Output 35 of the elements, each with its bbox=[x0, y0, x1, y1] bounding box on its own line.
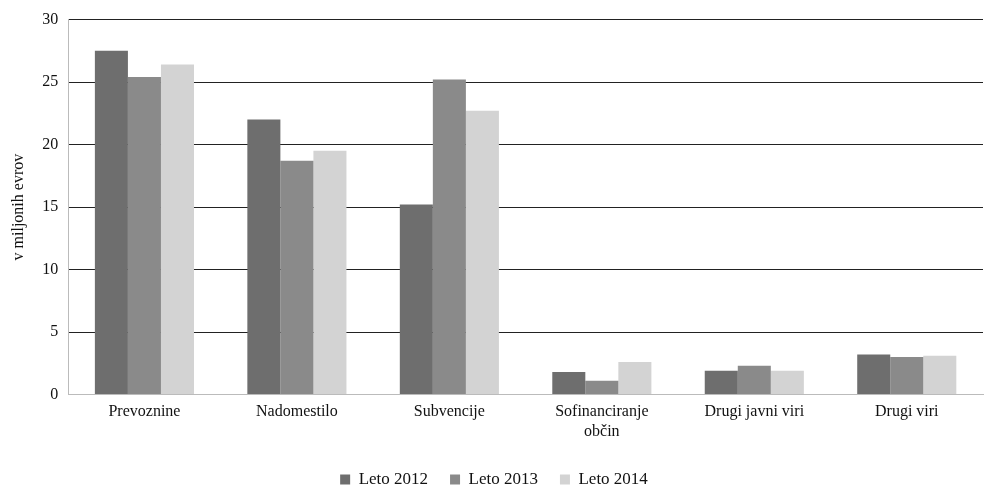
bar bbox=[890, 357, 924, 395]
bar bbox=[552, 372, 586, 395]
x-tick-label: Drugi javni viri bbox=[704, 402, 805, 421]
bar bbox=[127, 77, 161, 395]
bar bbox=[737, 365, 771, 395]
y-tick-label: 20 bbox=[42, 134, 59, 152]
legend-label: Leto 2014 bbox=[578, 468, 649, 488]
bar bbox=[923, 355, 957, 395]
y-axis-title: v miljonih evrov bbox=[8, 153, 27, 261]
x-tick-label: Prevoznine bbox=[108, 402, 181, 420]
bar bbox=[585, 380, 619, 395]
bar bbox=[94, 50, 128, 395]
bar bbox=[247, 119, 281, 395]
x-tick-label: Subvencije bbox=[413, 402, 485, 421]
bar bbox=[280, 160, 314, 395]
bar bbox=[770, 370, 804, 395]
y-tick-label: 25 bbox=[42, 72, 59, 90]
y-tick-label: 10 bbox=[42, 259, 59, 277]
bar bbox=[160, 64, 194, 395]
x-tick-label: Drugi viri bbox=[874, 402, 940, 421]
x-tick-label: Nadomestilo bbox=[256, 402, 338, 420]
bar bbox=[618, 362, 652, 395]
bar bbox=[313, 150, 347, 395]
y-tick-label: 30 bbox=[42, 9, 59, 27]
bar bbox=[857, 354, 891, 395]
bar bbox=[432, 79, 466, 395]
bar bbox=[465, 110, 499, 395]
bar bbox=[704, 370, 738, 395]
x-tick-label: Sofinanciranje občin bbox=[555, 402, 649, 439]
bar bbox=[399, 204, 433, 395]
legend-label: Leto 2012 bbox=[358, 468, 429, 488]
legend-label: Leto 2013 bbox=[468, 468, 538, 488]
y-tick-label: 0 bbox=[50, 384, 59, 402]
y-tick-label: 15 bbox=[42, 197, 59, 215]
y-tick-label: 5 bbox=[50, 322, 59, 340]
